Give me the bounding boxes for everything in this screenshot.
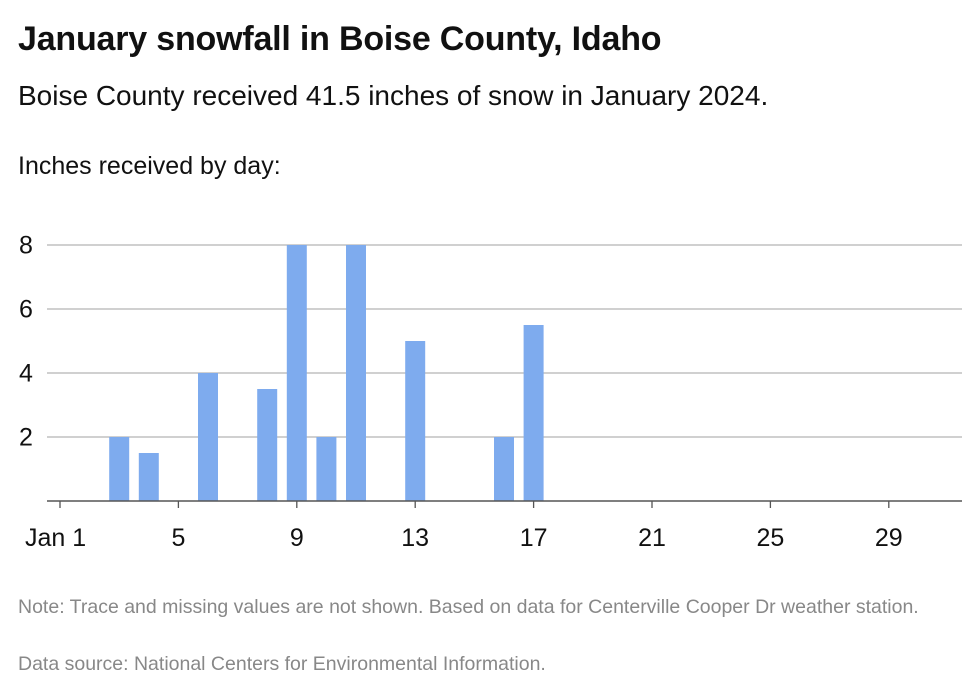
snowfall-bar-chart: 2 4 6 8 Jan 1 5 9 13 17 21 25 29 <box>19 232 962 552</box>
bar-day-11 <box>346 245 366 501</box>
bar-day-3 <box>109 437 130 501</box>
y-tick-label: 8 <box>19 232 33 260</box>
bar-day-9 <box>286 245 307 501</box>
y-tick-label: 4 <box>19 360 33 388</box>
bars <box>109 245 544 501</box>
bar-day-4 <box>138 453 159 501</box>
x-tick-label: 21 <box>638 524 666 552</box>
bar-day-17 <box>523 325 544 501</box>
x-tick-label: 25 <box>756 524 784 552</box>
chart-lead-text: Inches received by day: <box>18 152 281 180</box>
x-tick-label: 5 <box>171 524 185 552</box>
chart-subtitle: Boise County received 41.5 inches of sno… <box>18 80 769 111</box>
axes: 2 4 6 8 Jan 1 5 9 13 17 21 25 29 <box>19 232 962 552</box>
bar-day-8 <box>257 389 278 501</box>
bar-day-13 <box>405 341 426 501</box>
gridlines <box>47 244 962 438</box>
chart-note: Note: Trace and missing values are not s… <box>18 596 919 618</box>
chart-title: January snowfall in Boise County, Idaho <box>18 20 662 58</box>
bar-day-16 <box>494 437 514 501</box>
x-tick-label: 13 <box>401 524 429 552</box>
data-source: Data source: National Centers for Enviro… <box>18 653 546 675</box>
x-tick-label: 17 <box>520 524 548 552</box>
bar-day-10 <box>316 437 337 501</box>
x-tick-label: Jan 1 <box>25 524 86 552</box>
x-tick-label: 29 <box>875 524 903 552</box>
y-tick-label: 2 <box>19 424 33 452</box>
bar-day-6 <box>198 373 218 501</box>
x-tick-label: 9 <box>290 524 304 552</box>
y-tick-label: 6 <box>19 296 33 324</box>
